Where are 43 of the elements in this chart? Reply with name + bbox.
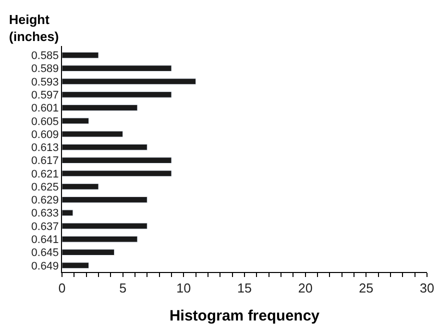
- bar: [62, 196, 148, 203]
- bar: [62, 210, 74, 216]
- bar: [62, 170, 172, 177]
- y-tick-label: 0.601: [31, 102, 59, 115]
- y-tick-label: 0.625: [31, 181, 59, 194]
- y-tick-label: 0.617: [31, 155, 59, 168]
- y-tick-label: 0.649: [31, 260, 59, 272]
- x-tick-label: 25: [358, 280, 374, 296]
- bar: [62, 157, 172, 164]
- bar: [62, 262, 90, 269]
- x-tick-label: 10: [176, 280, 191, 296]
- y-tick-label: 0.593: [31, 76, 59, 88]
- y-axis-title: Height (inches): [9, 12, 59, 44]
- bar: [62, 104, 138, 111]
- bar: [62, 52, 99, 58]
- bar: [62, 249, 115, 256]
- y-tick-label: 0.605: [31, 116, 59, 128]
- y-tick-label: 0.609: [31, 128, 59, 141]
- y-tick-label: 0.585: [31, 50, 59, 62]
- bar: [62, 91, 172, 98]
- y-tick-label: 0.621: [31, 168, 59, 180]
- x-tick-label: 20: [298, 280, 313, 296]
- y-tick-label: 0.629: [31, 194, 59, 207]
- y-tick-label: 0.645: [31, 247, 59, 260]
- y-tick-label: 0.613: [31, 142, 59, 154]
- bar: [62, 222, 148, 230]
- x-axis-title: Histogram frequency: [169, 308, 320, 325]
- y-tick-label: 0.597: [31, 89, 59, 102]
- bar: [62, 183, 99, 190]
- x-tick-label: 15: [237, 280, 252, 296]
- bar: [62, 118, 90, 124]
- bar: [62, 236, 138, 242]
- y-tick-label: 0.641: [31, 234, 59, 246]
- x-tick-label: 5: [119, 280, 126, 296]
- bar: [62, 130, 124, 138]
- bar: [62, 78, 196, 85]
- y-tick-label: 0.637: [31, 220, 59, 233]
- y-tick-label: 0.589: [31, 63, 59, 76]
- x-tick-label: 0: [58, 280, 66, 296]
- y-tick-label: 0.633: [31, 208, 59, 220]
- bar: [62, 65, 172, 72]
- bar: [62, 144, 148, 150]
- x-tick-label: 30: [420, 280, 434, 296]
